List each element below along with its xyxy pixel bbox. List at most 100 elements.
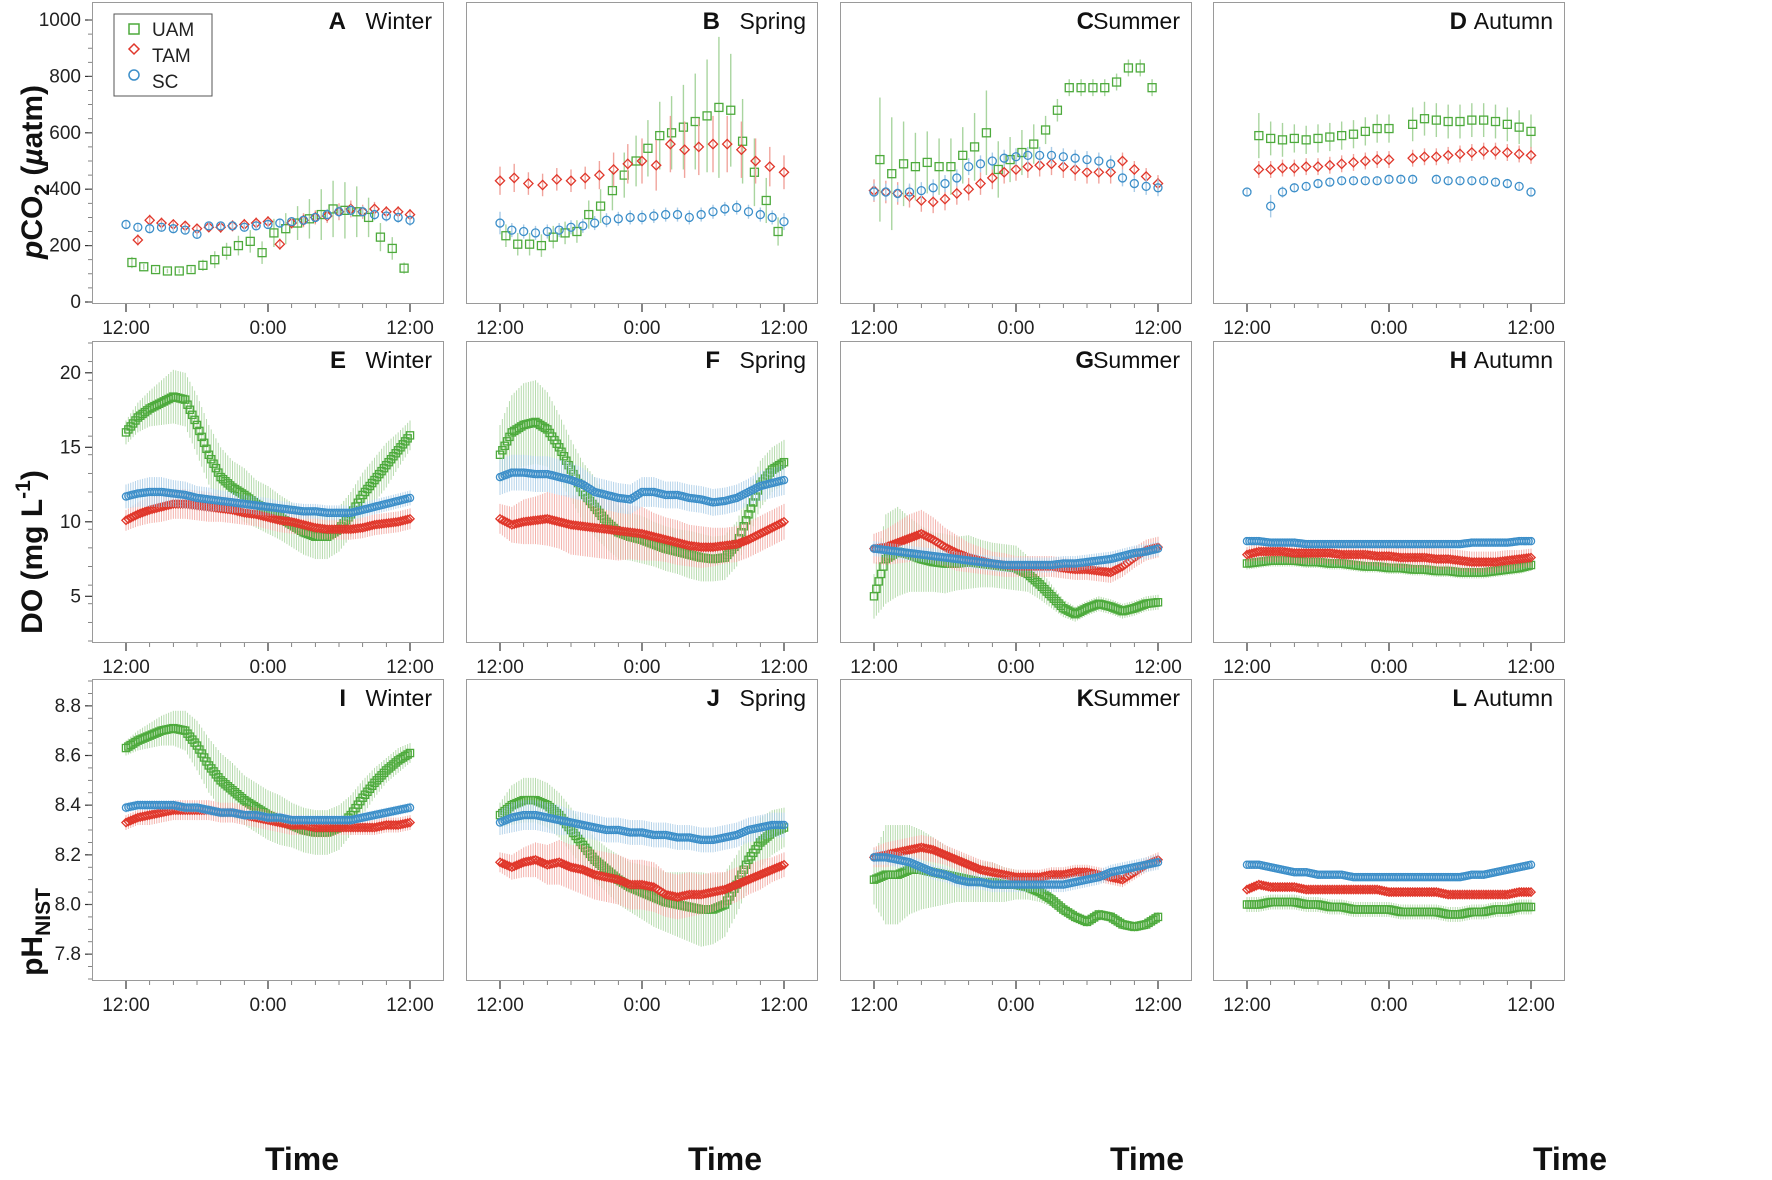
data-point	[1010, 163, 1022, 175]
panel-j-xtick-label-0: 12:00	[476, 995, 524, 1016]
data-point	[869, 187, 879, 197]
data-point	[1337, 130, 1347, 141]
data-point	[532, 855, 543, 866]
panel-a-series-uam	[127, 180, 409, 276]
data-point	[893, 188, 903, 199]
data-point	[137, 507, 148, 518]
data-point	[1266, 133, 1276, 144]
data-point	[1513, 148, 1525, 160]
data-point	[746, 504, 756, 513]
data-point	[1253, 163, 1265, 175]
data-point	[696, 209, 706, 220]
data-point	[1337, 176, 1347, 186]
data-point	[370, 778, 379, 788]
panel-b-xaxis: 12:00 0:00 12:00	[476, 304, 808, 339]
panel-j-season: Spring	[740, 685, 806, 711]
data-point	[720, 204, 730, 214]
panel-i-ytick-label-1: 8.0	[55, 895, 81, 916]
data-point	[537, 857, 548, 868]
panel-a-season: Winter	[366, 8, 433, 34]
data-point	[650, 159, 662, 171]
data-point	[899, 534, 910, 546]
data-point	[643, 143, 653, 153]
data-point	[500, 441, 509, 451]
data-point	[915, 194, 927, 206]
data-point	[738, 536, 749, 547]
data-point	[1044, 589, 1054, 599]
data-point	[1502, 119, 1512, 129]
data-point	[934, 161, 944, 172]
data-point	[1052, 105, 1063, 115]
panel-j-letter: J	[707, 685, 720, 712]
data-point	[498, 446, 507, 455]
data-point	[622, 158, 634, 170]
panel-i-ytick-label-3: 8.4	[55, 795, 82, 816]
data-point	[1431, 115, 1441, 125]
data-point	[625, 212, 635, 223]
data-point	[554, 225, 564, 235]
panel-d: 12:00 0:00 12:00 D Autumn	[1213, 2, 1565, 339]
panel-h-data	[1241, 536, 1537, 579]
data-point	[1035, 580, 1044, 589]
data-point	[1384, 174, 1394, 184]
data-point	[721, 138, 733, 150]
data-point	[707, 138, 719, 150]
data-point	[1478, 145, 1490, 157]
panel-a-ytick-label-1: 200	[49, 236, 81, 257]
data-point	[245, 236, 255, 247]
panel-h-season: Autumn	[1474, 347, 1553, 373]
data-point	[760, 526, 771, 537]
data-point	[1524, 536, 1533, 546]
data-point	[755, 528, 766, 539]
data-point	[764, 161, 776, 173]
panel-h-xaxis: 12:00 0:00 12:00	[1223, 643, 1555, 678]
data-point	[1110, 565, 1121, 576]
data-point	[681, 890, 693, 901]
panel-b-data	[494, 36, 790, 257]
data-point	[1526, 126, 1536, 137]
panel-e-ytick-label-0: 5	[70, 586, 81, 607]
panel-d-data	[1242, 101, 1537, 218]
data-point	[969, 142, 980, 152]
data-point	[497, 514, 508, 526]
data-point	[578, 221, 588, 231]
panel-a-xtick-label-1: 0:00	[250, 318, 287, 339]
data-point	[757, 527, 768, 538]
data-point	[1153, 183, 1163, 193]
data-point	[286, 217, 298, 229]
data-point	[506, 862, 517, 873]
data-point	[185, 405, 195, 415]
data-point	[1040, 125, 1051, 135]
data-point	[726, 105, 736, 115]
data-point	[607, 185, 618, 196]
panel-g-series-sc	[869, 541, 1163, 573]
data-point	[679, 144, 691, 156]
data-point	[1514, 122, 1524, 132]
data-point	[584, 209, 594, 220]
data-point	[952, 173, 962, 183]
data-point	[1123, 63, 1134, 73]
data-point	[174, 266, 184, 276]
data-point	[1360, 176, 1370, 186]
data-point	[377, 771, 386, 780]
panel-d-xaxis: 12:00 0:00 12:00	[1223, 304, 1555, 339]
panel-e: 5 10 15 20 12:00 0:00 12:00 E Winter	[60, 341, 444, 678]
data-point	[1277, 187, 1288, 197]
panels-layer: 0 200 400 600 800 1000 12:00 0:00 12:00 A Winter 12…	[39, 2, 1565, 1016]
data-point	[741, 535, 752, 546]
data-point	[557, 447, 566, 457]
panel-e-ytick-label-2: 15	[60, 437, 81, 458]
data-point	[199, 438, 209, 448]
data-point	[1360, 126, 1370, 137]
panel-a-ytick-label-4: 800	[49, 66, 81, 87]
panel-i-series-sc	[121, 800, 415, 826]
data-point	[404, 513, 416, 524]
data-point	[618, 876, 629, 887]
panel-d-season: Autumn	[1474, 8, 1553, 34]
data-point	[1289, 183, 1299, 193]
data-point	[558, 859, 569, 870]
data-point	[133, 222, 143, 232]
data-point	[130, 510, 141, 521]
panel-e-data	[120, 369, 416, 560]
panel-i-xtick-label-0: 12:00	[102, 995, 150, 1016]
